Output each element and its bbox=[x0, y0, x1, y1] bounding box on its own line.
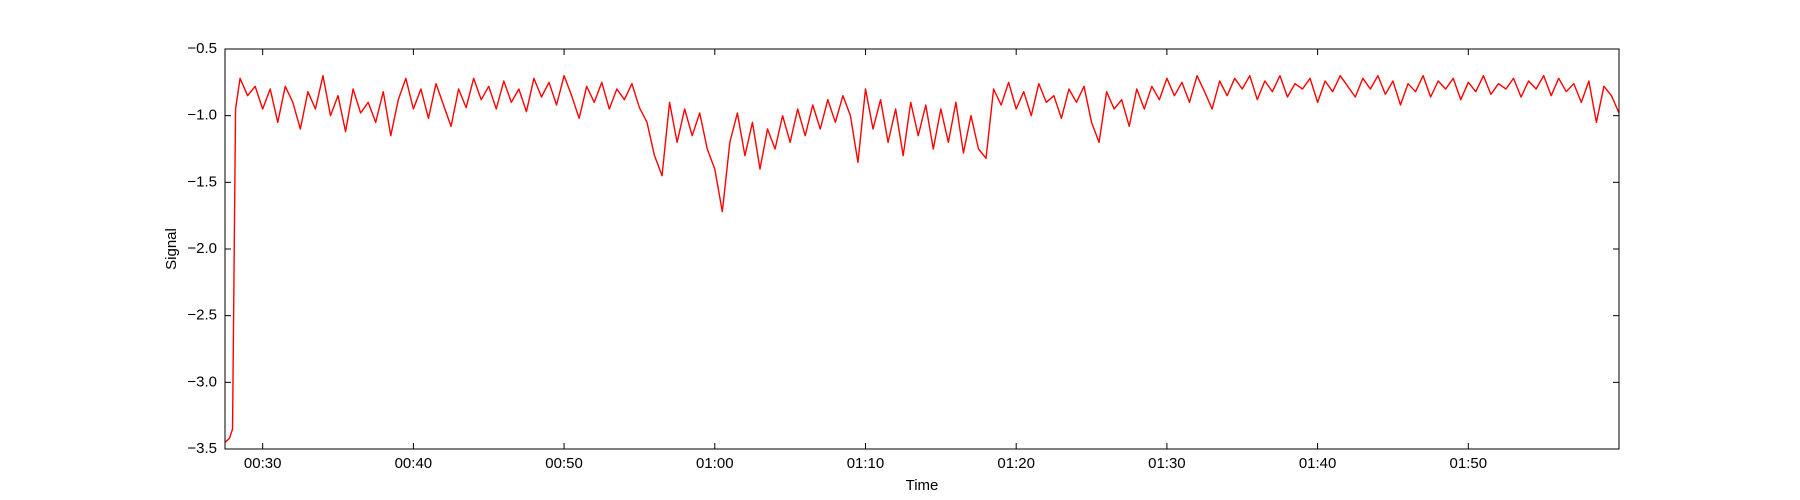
y-tick-label: −2.0 bbox=[187, 240, 217, 257]
x-tick-label: 01:10 bbox=[847, 455, 885, 472]
x-tick-label: 01:20 bbox=[997, 455, 1035, 472]
plot-frame bbox=[224, 48, 1620, 450]
signal-line bbox=[224, 74, 1620, 443]
y-tick-label: −3.0 bbox=[187, 373, 217, 390]
y-tick-label: −1.0 bbox=[187, 107, 217, 124]
y-tick-label: −1.5 bbox=[187, 173, 217, 190]
x-tick-label: 01:00 bbox=[696, 455, 734, 472]
x-tick-label: 00:40 bbox=[395, 455, 433, 472]
x-axis-label: Time bbox=[906, 477, 939, 494]
x-tick-label: 01:40 bbox=[1299, 455, 1337, 472]
y-tick-label: −2.5 bbox=[187, 307, 217, 324]
x-tick-label: 01:30 bbox=[1148, 455, 1186, 472]
y-tick-label: −3.5 bbox=[187, 440, 217, 457]
x-tick-label: 01:50 bbox=[1450, 455, 1488, 472]
x-tick-label: 00:50 bbox=[545, 455, 583, 472]
y-axis-label: Signal bbox=[163, 228, 180, 270]
y-tick-label: −0.5 bbox=[187, 40, 217, 57]
x-tick-label: 00:30 bbox=[244, 455, 282, 472]
